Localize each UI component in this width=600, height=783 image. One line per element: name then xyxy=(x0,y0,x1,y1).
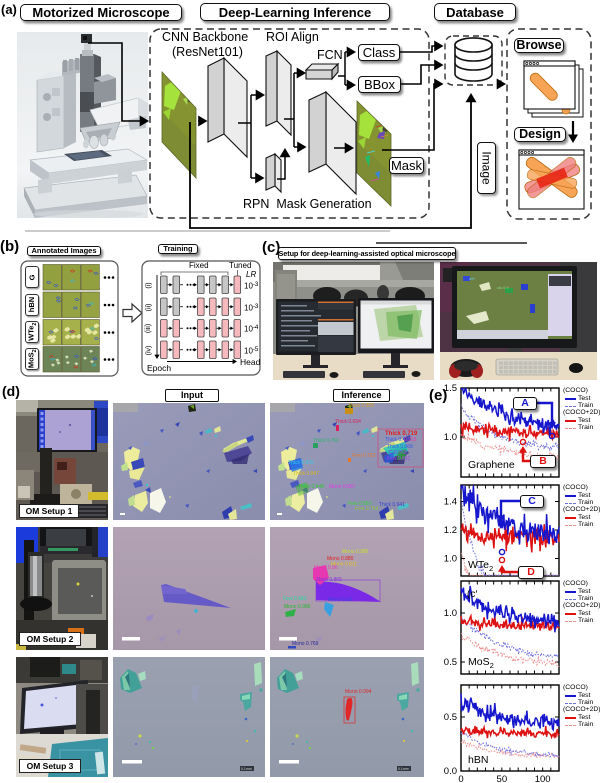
svg-text:Thick 0.4: Thick 0.4 xyxy=(385,437,406,443)
svg-text:0.5: 0.5 xyxy=(444,657,457,668)
svg-text:Thick 0.865: Thick 0.865 xyxy=(316,577,342,583)
svg-text:Mono 0.986: Mono 0.986 xyxy=(284,604,311,610)
svg-text:50: 50 xyxy=(497,774,508,783)
svg-text:1.4: 1.4 xyxy=(444,497,457,508)
svg-text:Thick 0.941: Thick 0.941 xyxy=(379,502,405,508)
svg-text:0.918: 0.918 xyxy=(404,437,417,443)
svg-text:100: 100 xyxy=(535,774,551,783)
svg-text:0.1mm: 0.1mm xyxy=(241,767,252,771)
svg-text:Mono 0.811: Mono 0.811 xyxy=(331,562,357,568)
svg-text:1.5: 1.5 xyxy=(444,383,457,394)
svg-text:Few 0.754: Few 0.754 xyxy=(355,506,379,512)
svg-text:Mono 0.769: Mono 0.769 xyxy=(292,641,319,647)
svg-text:det: det xyxy=(469,276,475,281)
svg-text:Thick 0.948: Thick 0.948 xyxy=(298,484,324,490)
svg-text:Thick 0.760: Thick 0.760 xyxy=(313,438,339,444)
svg-text:0.1mm: 0.1mm xyxy=(398,767,409,771)
svg-text:1.2: 1.2 xyxy=(444,525,457,536)
svg-text:Mono 0.667: Mono 0.667 xyxy=(329,484,356,490)
svg-text:Mono 0.86: Mono 0.86 xyxy=(314,565,338,571)
svg-text:Mono 0.93: Mono 0.93 xyxy=(328,597,352,603)
svg-text:Thick 0.835: Thick 0.835 xyxy=(288,460,314,466)
svg-text:Thick 0.568: Thick 0.568 xyxy=(387,444,413,450)
svg-text:Mono 0.994: Mono 0.994 xyxy=(345,689,372,695)
svg-text:Few 0.860: Few 0.860 xyxy=(348,501,372,507)
svg-text:1.0: 1.0 xyxy=(444,432,457,443)
svg-text:Thick 0.959: Thick 0.959 xyxy=(348,403,374,409)
svg-text:0: 0 xyxy=(458,774,463,783)
svg-text:1.0: 1.0 xyxy=(444,553,457,564)
svg-text:Few 0.483: Few 0.483 xyxy=(283,596,307,602)
svg-text:Few 0.881: Few 0.881 xyxy=(387,456,411,462)
svg-text:0.0: 0.0 xyxy=(444,766,457,777)
svg-text:Thick 0.694: Thick 0.694 xyxy=(335,419,361,425)
svg-text:1.0: 1.0 xyxy=(444,608,457,619)
svg-text:0.5: 0.5 xyxy=(444,712,457,723)
svg-text:Mono 0.880: Mono 0.880 xyxy=(327,556,354,562)
svg-text:Few 0.702: Few 0.702 xyxy=(352,453,376,459)
svg-text:Thick 0.847: Thick 0.847 xyxy=(293,471,319,477)
svg-text:Thick 0.719: Thick 0.719 xyxy=(385,431,418,437)
svg-text:Mono 0.986: Mono 0.986 xyxy=(342,549,369,555)
svg-text:cls 0.9: cls 0.9 xyxy=(497,285,509,290)
svg-text:C 0.958: C 0.958 xyxy=(389,450,407,456)
